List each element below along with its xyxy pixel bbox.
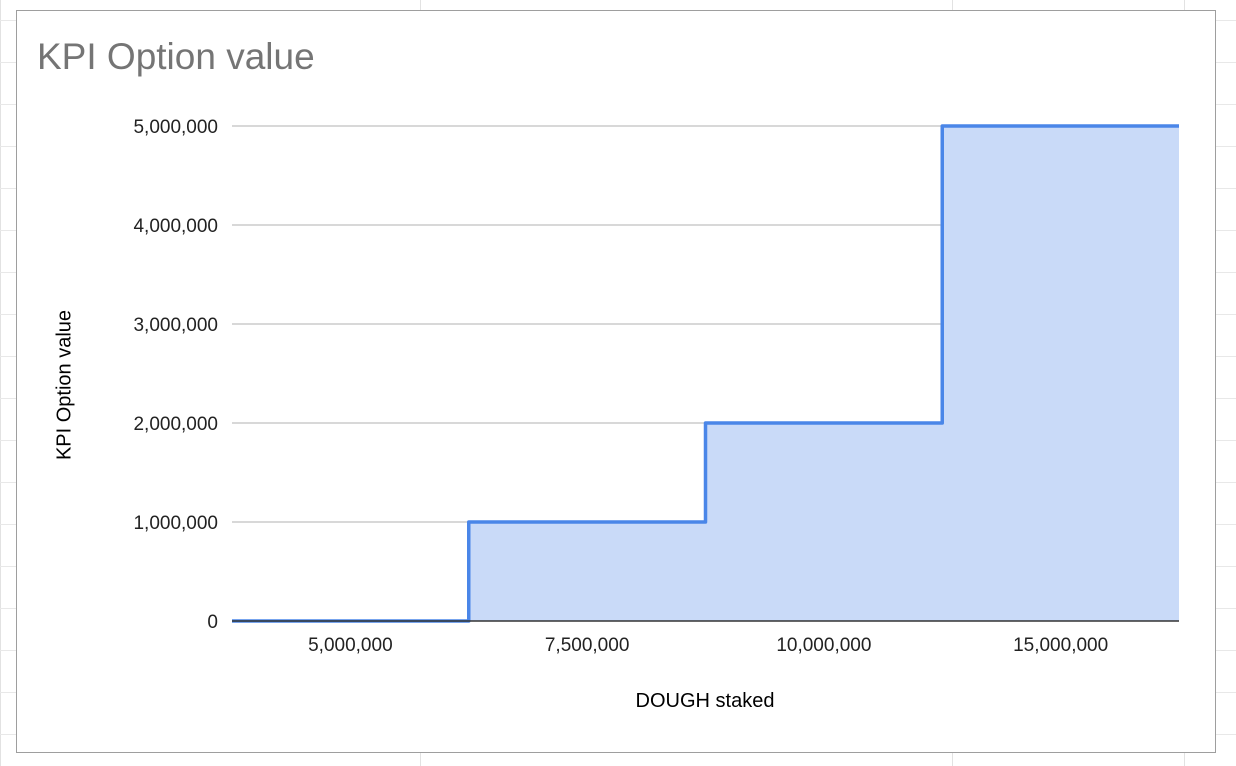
y-tick-label: 0 [207, 612, 218, 633]
x-tick-label: 15,000,000 [1013, 635, 1108, 656]
x-tick-label: 10,000,000 [776, 635, 871, 656]
y-tick-label: 5,000,000 [133, 117, 218, 138]
chart-title: KPI Option value [37, 36, 315, 77]
y-tick-label: 3,000,000 [133, 315, 218, 336]
y-tick-label: 4,000,000 [133, 216, 218, 237]
series-area-fill [232, 126, 1179, 621]
y-tick-label: 1,000,000 [133, 513, 218, 534]
x-tick-label: 7,500,000 [545, 635, 630, 656]
x-axis-label: DOUGH staked [635, 690, 775, 712]
x-tick-label: 5,000,000 [308, 635, 393, 656]
y-tick-label: 2,000,000 [133, 414, 218, 435]
